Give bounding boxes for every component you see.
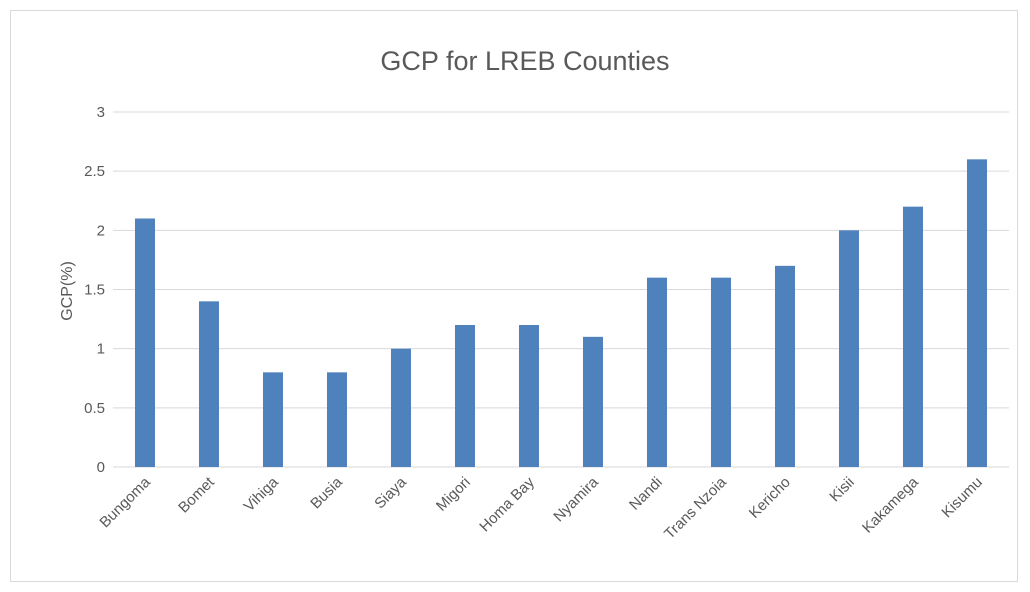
bar-bungoma	[135, 218, 155, 467]
y-tick-label: 1.5	[84, 282, 105, 299]
bar-homa-bay	[519, 325, 539, 467]
bar-kericho	[775, 265, 795, 467]
x-tick-label: Siaya	[371, 473, 410, 512]
y-tick-label: 2	[97, 222, 105, 239]
x-tick-label: Homa Bay	[476, 473, 538, 535]
bar-kakamega	[903, 206, 923, 467]
bar-kisii	[839, 230, 859, 467]
bar-kisumu	[967, 159, 987, 468]
x-tick-label: Kisii	[826, 474, 857, 505]
x-tick-label: Bomet	[175, 473, 218, 516]
bar-trans-nzoia	[711, 277, 731, 467]
bar-nyamira	[583, 336, 603, 467]
y-tick-label: 1	[97, 341, 105, 358]
chart-title: GCP for LREB Counties	[380, 46, 669, 76]
y-tick-label: 3	[97, 104, 105, 121]
y-tick-label: 0	[97, 459, 105, 476]
y-tick-label: 2.5	[84, 163, 105, 180]
bar-siaya	[391, 348, 411, 467]
x-tick-label: Kericho	[746, 474, 794, 522]
x-axis-ticks: Bungoma Bomet Vihiga Busia Siaya Migori Homa B…	[96, 473, 985, 542]
bar-nandi	[647, 277, 667, 467]
bar-busia	[327, 372, 347, 467]
x-tick-label: Busia	[307, 473, 346, 512]
x-tick-label: Bungoma	[96, 473, 154, 531]
x-tick-label: Migori	[433, 474, 474, 515]
y-tick-label: 0.5	[84, 400, 105, 417]
bars	[135, 159, 987, 468]
x-tick-label: Vihiga	[241, 473, 283, 515]
x-tick-label: Trans Nzoia	[661, 473, 730, 542]
x-tick-label: Nandi	[626, 474, 666, 514]
bar-vihiga	[263, 372, 283, 467]
x-tick-label: Kakamega	[859, 473, 922, 536]
y-axis-label: GCP(%)	[59, 261, 76, 321]
bar-bomet	[199, 301, 219, 467]
bar-migori	[455, 325, 475, 467]
y-axis-ticks: 0 0.5 1 1.5 2 2.5 3	[84, 104, 105, 476]
x-tick-label: Nyamira	[550, 473, 602, 525]
gridlines	[113, 111, 1009, 468]
x-tick-label: Kisumu	[938, 474, 985, 521]
